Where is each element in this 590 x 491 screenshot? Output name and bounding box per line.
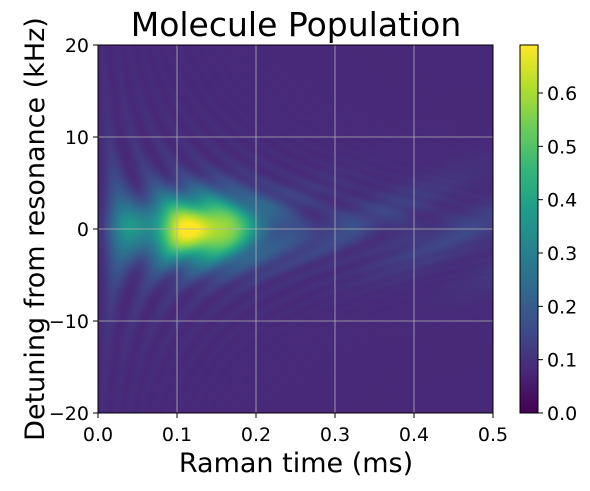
x-tick-label: 0.5 [478,424,508,446]
colorbar-tick-label: 0.3 [547,243,577,265]
colorbar-tick-label: 0.0 [547,403,577,425]
y-tick-label: 10 [65,127,89,149]
x-axis-label: Raman time (ms) [179,448,413,479]
colorbar-tick-label: 0.5 [547,136,577,158]
colorbar-tick-label: 0.4 [547,190,577,212]
x-tick-label: 0.4 [399,424,429,446]
colorbar-gradient [520,45,538,413]
colorbar-tick-label: 0.1 [547,350,577,372]
y-tick-label: 20 [65,35,89,57]
x-tick-label: 0.1 [162,424,192,446]
colorbar: 0.0 0.1 0.2 0.3 0.4 0.5 0.6 [519,44,577,425]
x-tick-label: 0.0 [83,424,113,446]
x-tick-label: 0.3 [320,424,350,446]
chart-title: Molecule Population [131,5,462,44]
colorbar-ticks: 0.0 0.1 0.2 0.3 0.4 0.5 0.6 [538,83,577,425]
y-axis: −20 −10 0 10 20 [49,35,98,425]
colorbar-frame [519,44,539,414]
y-tick-label: −20 [49,403,89,425]
y-tick-label: −10 [49,311,89,333]
x-tick-label: 0.2 [241,424,271,446]
colorbar-tick-label: 0.2 [547,296,577,318]
plot-area [97,44,494,414]
y-axis-label: Detuning from resonance (kHz) [20,17,51,441]
x-axis: 0.0 0.1 0.2 0.3 0.4 0.5 [83,413,508,446]
colorbar-tick-label: 0.6 [547,83,577,105]
y-tick-label: 0 [77,219,89,241]
